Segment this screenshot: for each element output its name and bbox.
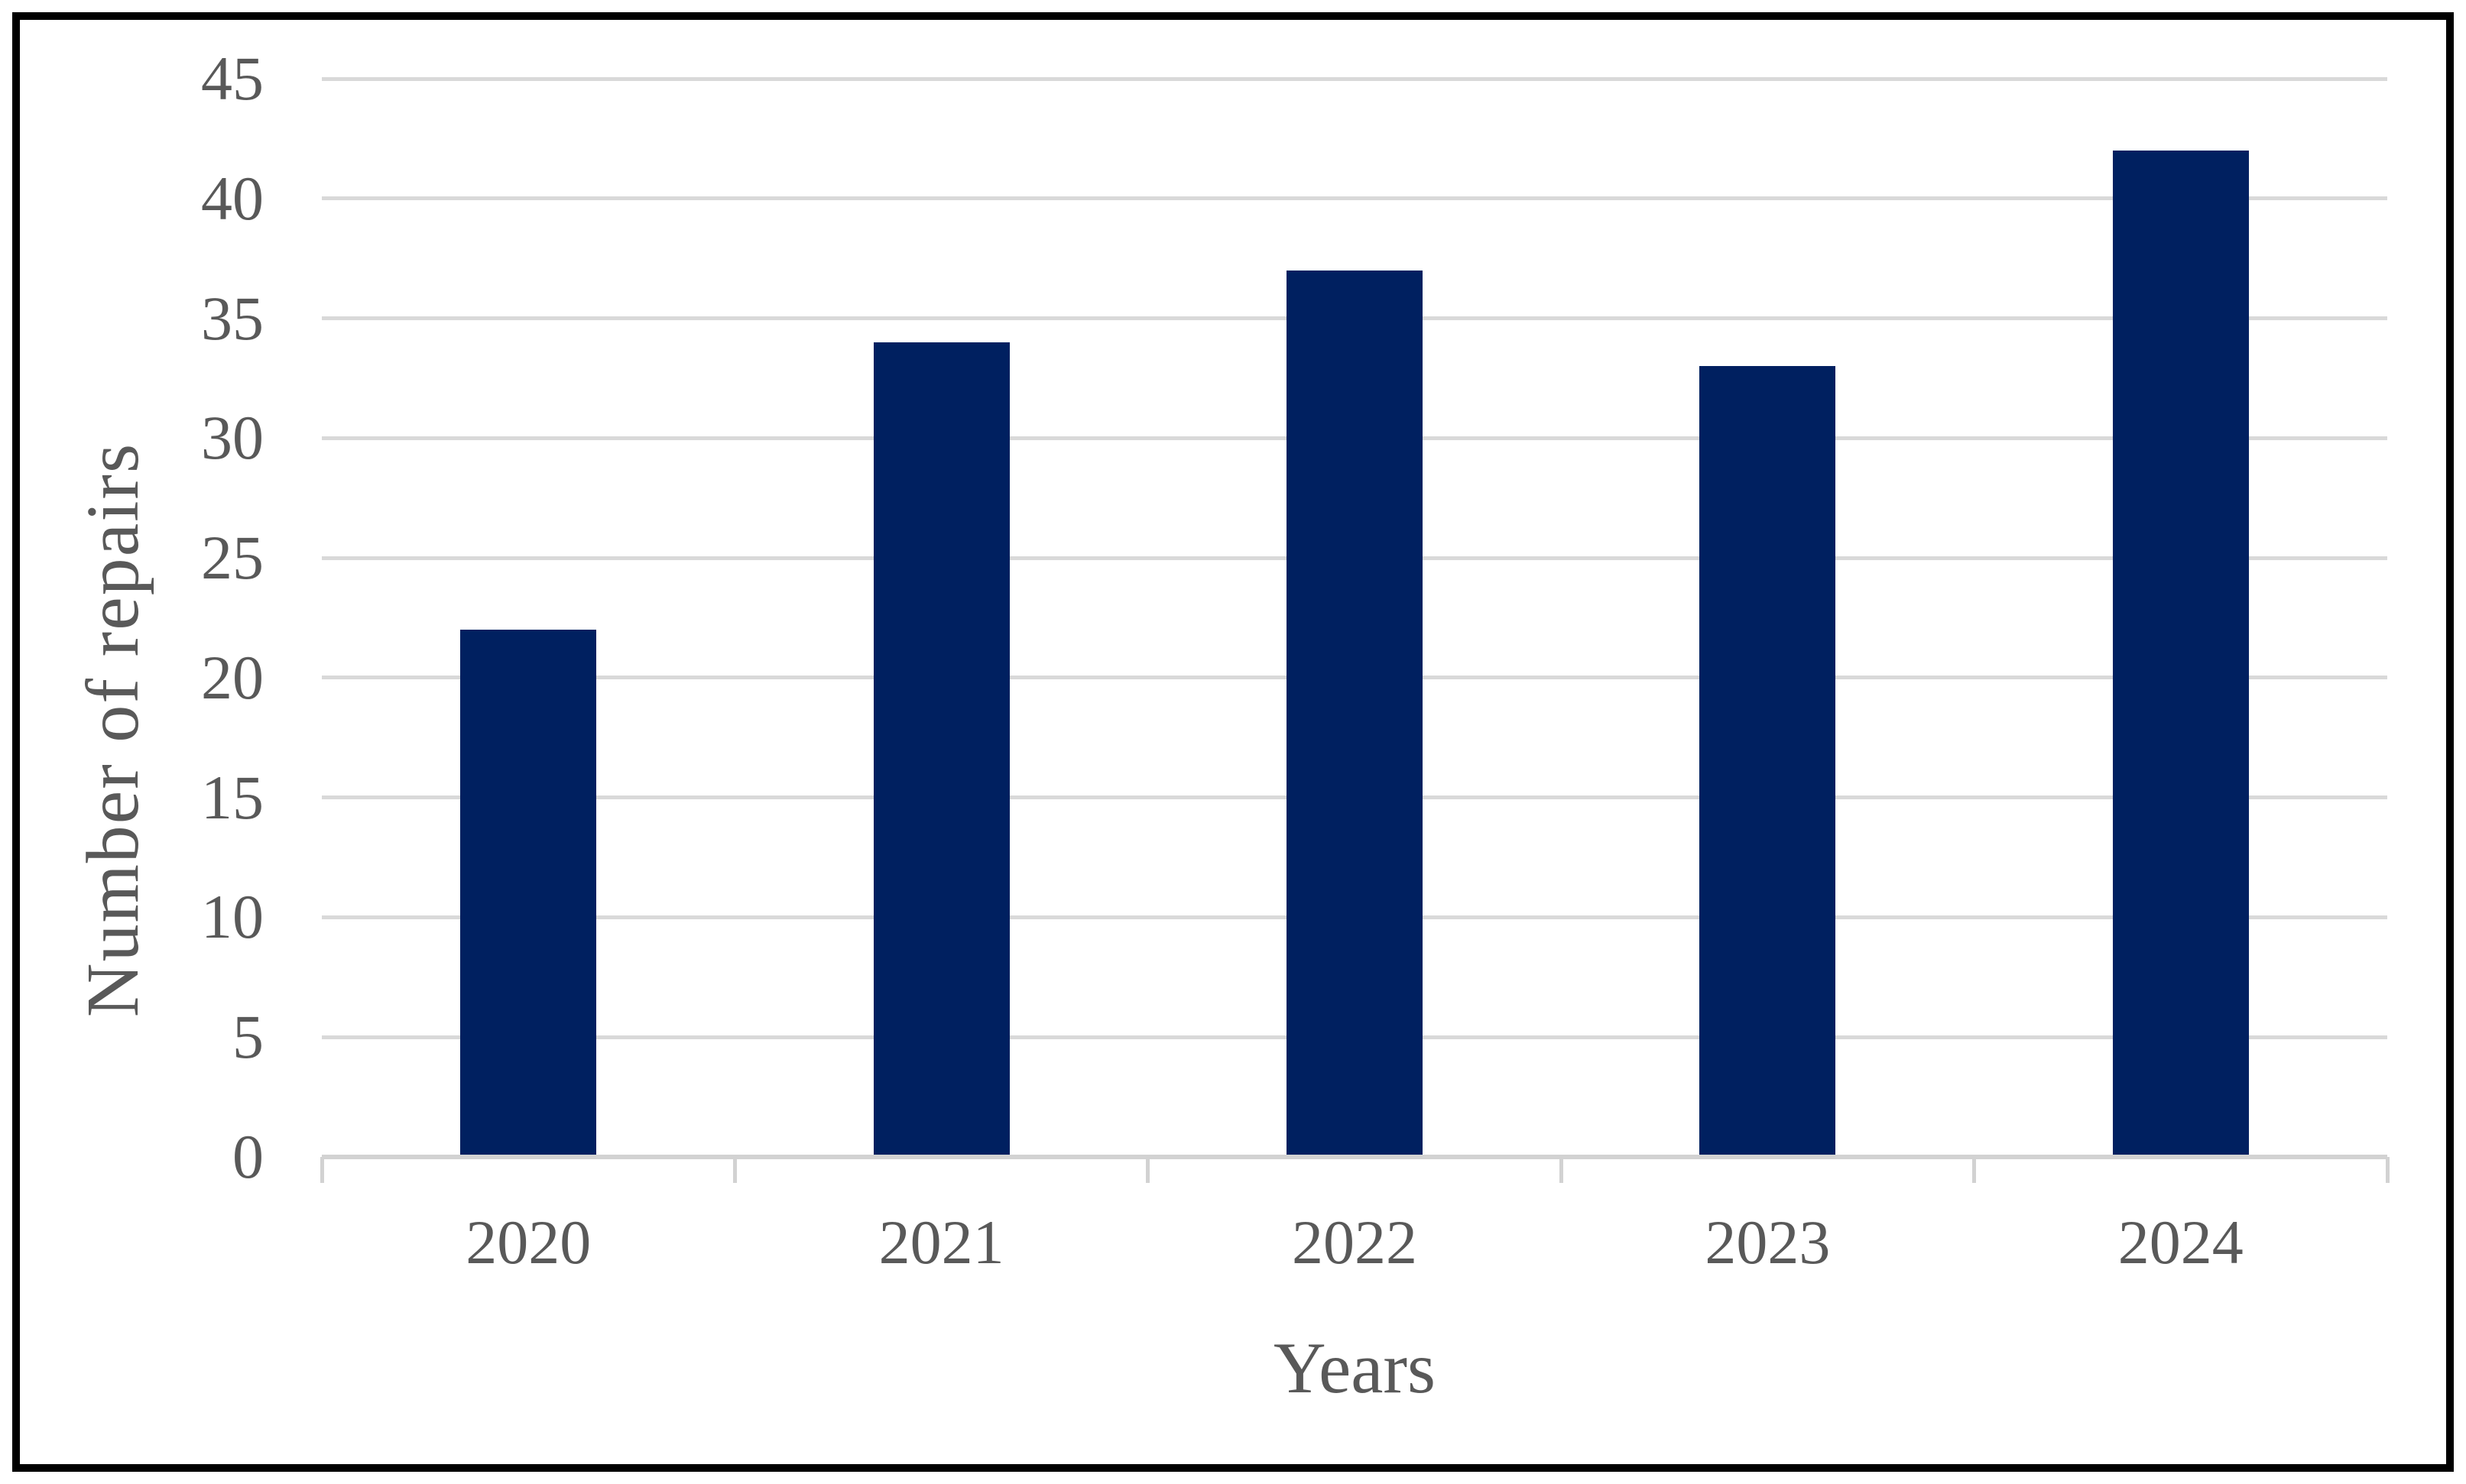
gridline-45 (322, 76, 2387, 81)
x-axis-tick-3 (1559, 1157, 1563, 1183)
y-tick-label-5: 5 (232, 1002, 264, 1072)
y-tick-label-30: 30 (201, 403, 264, 473)
bar-2024 (2112, 151, 2249, 1157)
x-tick-label-2023: 2023 (1705, 1207, 1831, 1277)
x-tick-label-2024: 2024 (2117, 1207, 2244, 1277)
y-tick-label-20: 20 (201, 642, 264, 712)
x-axis-tick-5 (2385, 1157, 2390, 1183)
y-tick-label-10: 10 (201, 882, 264, 952)
x-tick-label-2020: 2020 (466, 1207, 592, 1277)
y-tick-label-0: 0 (232, 1122, 264, 1191)
y-tick-label-40: 40 (201, 163, 264, 233)
y-tick-label-15: 15 (201, 762, 264, 832)
bar-2020 (460, 630, 597, 1157)
x-tick-label-2022: 2022 (1292, 1207, 1417, 1277)
gridline-40 (322, 196, 2387, 201)
x-axis-line (322, 1155, 2387, 1159)
bar-2022 (1287, 270, 1423, 1157)
bar-2023 (1699, 366, 1836, 1157)
x-axis-tick-1 (732, 1157, 737, 1183)
y-tick-label-45: 45 (201, 44, 264, 113)
x-tick-label-2021: 2021 (878, 1207, 1004, 1277)
x-axis-tick-2 (1146, 1157, 1150, 1183)
bar-2021 (873, 342, 1010, 1157)
y-tick-label-25: 25 (201, 523, 264, 593)
x-axis-title: Years (1273, 1327, 1436, 1408)
x-axis-tick-4 (1972, 1157, 1977, 1183)
y-tick-label-35: 35 (201, 283, 264, 353)
y-axis-title: Number of repairs (72, 442, 154, 1018)
x-axis-tick-0 (320, 1157, 324, 1183)
